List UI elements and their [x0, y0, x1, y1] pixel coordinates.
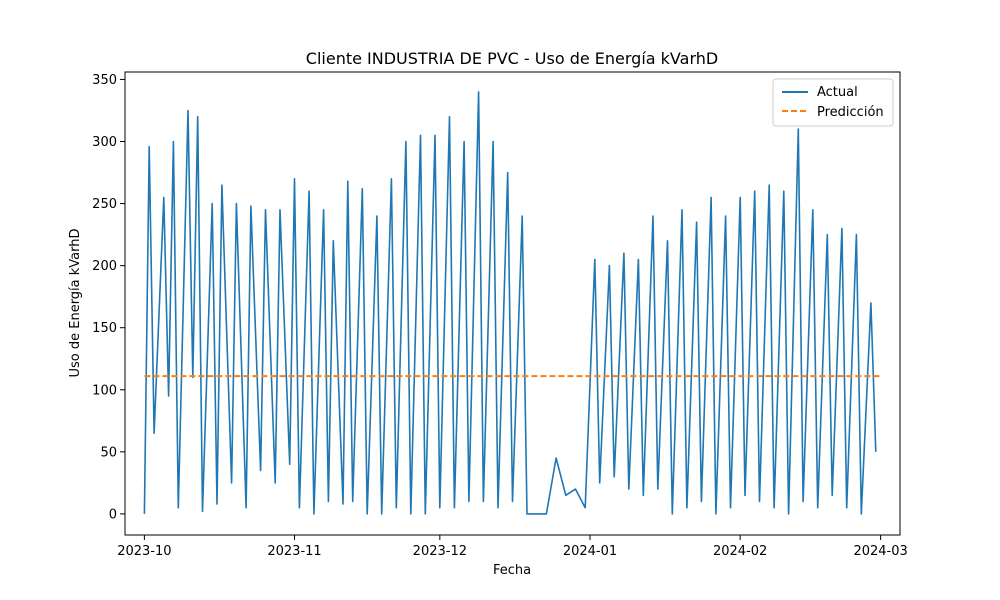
x-tick-label: 2023-10: [117, 544, 171, 559]
x-tick-label: 2023-12: [413, 544, 467, 559]
x-tick-label: 2023-11: [267, 544, 321, 559]
legend-box: [772, 78, 894, 127]
chart-title: Cliente INDUSTRIA DE PVC - Uso de Energí…: [306, 49, 718, 68]
y-tick-label: 50: [100, 445, 117, 460]
y-tick-label: 350: [92, 73, 117, 88]
y-tick-label: 0: [109, 507, 117, 522]
y-tick-label: 300: [92, 135, 117, 150]
legend: Actual Predicción: [772, 78, 894, 127]
legend-label-prediccion: Predicción: [817, 105, 884, 120]
x-axis-label: Fecha: [493, 563, 531, 578]
plot-frame: [124, 71, 901, 536]
y-tick-label: 100: [92, 383, 117, 398]
series-layer: [143, 91, 881, 515]
x-tick-label: 2024-02: [713, 544, 767, 559]
x-tick-label: 2024-01: [563, 544, 617, 559]
x-tick-label: 2024-03: [853, 544, 907, 559]
x-axis: 2023-10 2023-11 2023-12 2024-01 2024-02 2024-…: [117, 535, 908, 559]
y-axis: 0 50 100 150 200 250 300 350: [92, 73, 125, 522]
y-tick-label: 250: [92, 197, 117, 212]
legend-label-actual: Actual: [817, 85, 858, 100]
series-line-actual: [143, 91, 877, 515]
y-tick-label: 200: [92, 259, 117, 274]
y-axis-label: Uso de Energía kVarhD: [68, 228, 83, 377]
y-tick-label: 150: [92, 321, 117, 336]
